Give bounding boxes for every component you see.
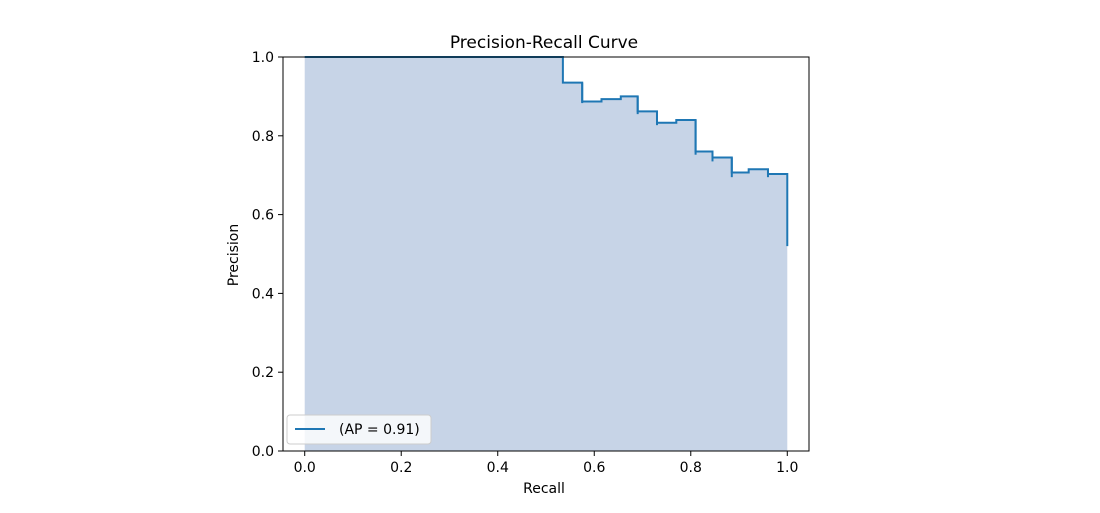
pr-curve-line (304, 56, 789, 247)
y-tick-label: 1.0 (252, 50, 274, 66)
y-axis-label: Precision (226, 224, 242, 286)
plot-area (304, 56, 789, 451)
legend-entry-label: (AP = 0.91) (339, 422, 420, 438)
axes-frame (282, 56, 810, 452)
y-tick-label: 0.4 (252, 286, 274, 302)
x-tick-label: 1.0 (776, 460, 798, 476)
x-tick-label: 0.4 (487, 460, 509, 476)
axes: 0.0 0.2 0.4 0.6 0.8 1.0 0.0 0.2 0.4 0.6 0.8 1.0 (252, 50, 810, 476)
x-tick-label: 0.6 (583, 460, 605, 476)
x-axis-label: Recall (523, 481, 565, 497)
x-tick-label: 0.2 (390, 460, 412, 476)
legend: (AP = 0.91) (286, 414, 432, 445)
legend-box (286, 414, 432, 445)
x-tick-label: 0.8 (680, 460, 702, 476)
y-tick-label: 0.2 (252, 365, 274, 381)
y-tick-label: 0.6 (252, 208, 274, 224)
x-tick-label: 0.0 (294, 460, 316, 476)
pr-area-fill (304, 57, 788, 451)
chart-title: Precision-Recall Curve (450, 33, 638, 53)
y-tick-label: 0.8 (252, 129, 274, 145)
y-tick-label: 0.0 (252, 444, 274, 460)
